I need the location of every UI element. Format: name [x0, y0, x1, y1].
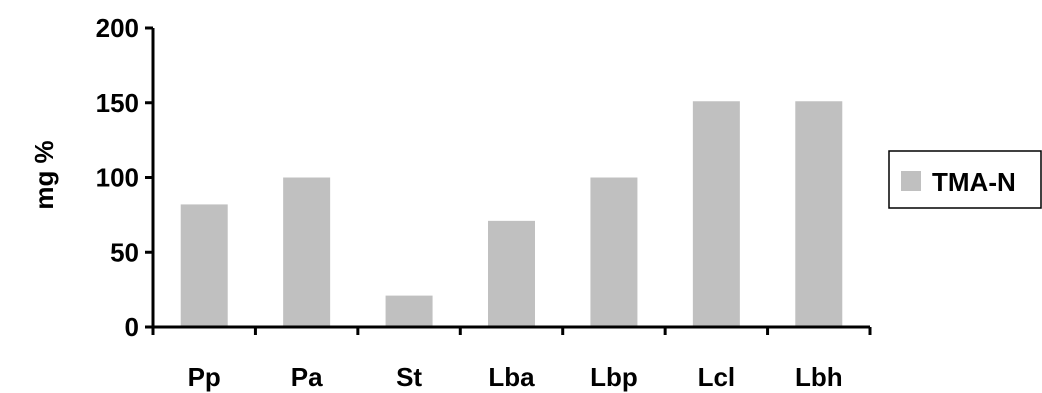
plot-area: 0 50 100 150 200 Pp Pa St Lba Lbp Lcl Lbh — [96, 13, 872, 392]
x-tick-label-lba: Lba — [488, 362, 535, 392]
x-tick-label-pa: Pa — [291, 362, 323, 392]
bar-pa — [283, 177, 331, 327]
y-tick-label: 100 — [96, 163, 139, 193]
y-tick-label: 50 — [110, 237, 139, 267]
legend: TMA-N — [888, 150, 1042, 209]
bar-lba — [488, 220, 535, 327]
x-ticks: Pp Pa St Lba Lbp Lcl Lbh — [151, 327, 872, 392]
y-tick-label: 0 — [125, 312, 139, 342]
bar-lbp — [590, 177, 638, 327]
y-axis-title: mg % — [29, 140, 59, 209]
x-tick-label-lcl: Lcl — [698, 362, 736, 392]
legend-label: TMA-N — [932, 167, 1016, 197]
y-tick-label: 150 — [96, 88, 139, 118]
bar-st — [385, 295, 433, 327]
x-tick-label-lbp: Lbp — [590, 362, 638, 392]
legend-swatch — [901, 171, 921, 191]
y-ticks: 0 50 100 150 200 — [96, 13, 153, 342]
x-tick-label-pp: Pp — [188, 362, 221, 392]
x-tick-label-st: St — [396, 362, 422, 392]
x-tick-label-lbh: Lbh — [795, 362, 843, 392]
bars — [180, 101, 843, 327]
bar-pp — [180, 204, 228, 327]
bar-lcl — [692, 101, 740, 327]
y-tick-label: 200 — [96, 13, 139, 43]
bar-lbh — [795, 101, 843, 327]
